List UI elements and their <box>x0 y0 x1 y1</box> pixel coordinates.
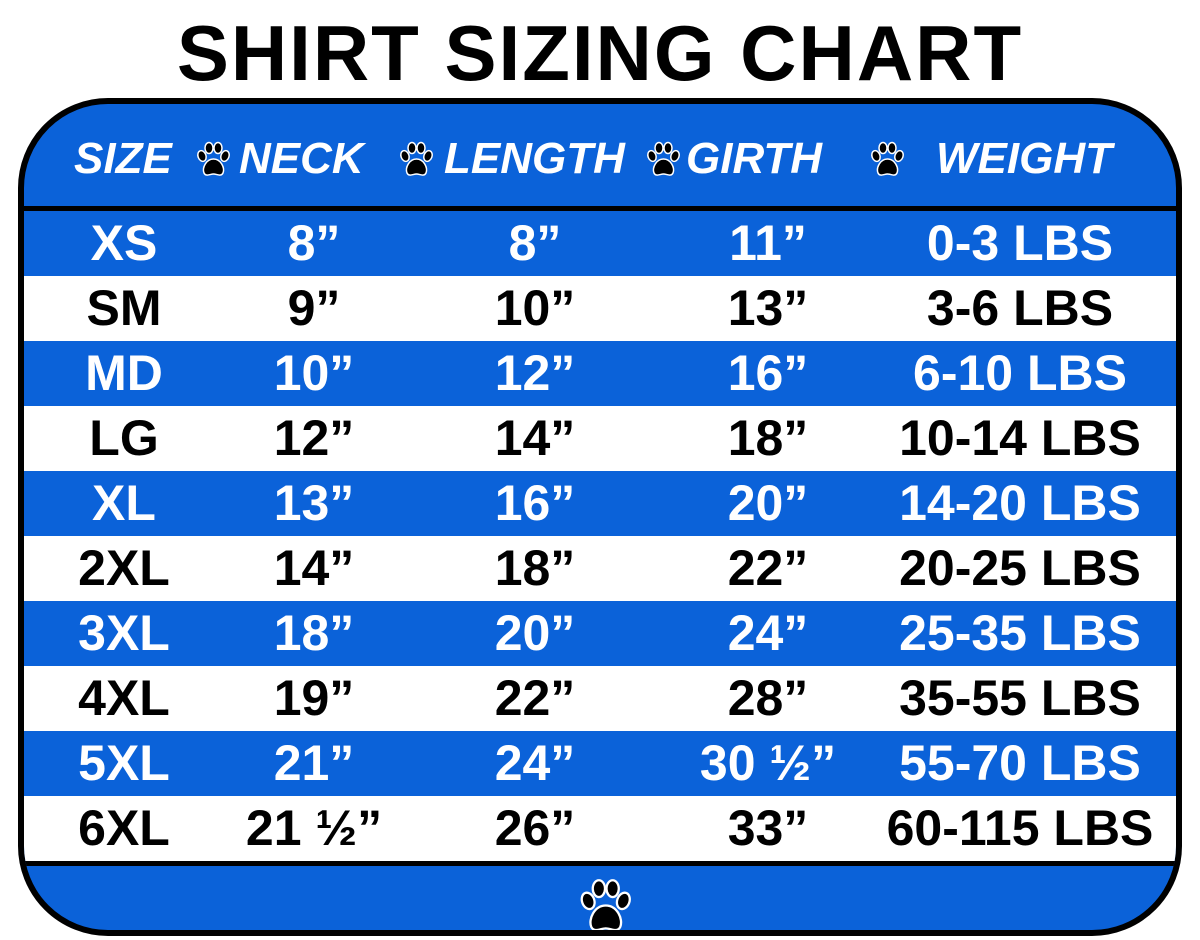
table-cell-length: 10” <box>494 280 576 336</box>
paw-print-icon <box>400 141 433 176</box>
table-cell-size: 5XL <box>78 735 170 791</box>
table-cell-length: 12” <box>494 345 576 401</box>
table-cell-weight: 25-35 LBS <box>899 605 1141 661</box>
table-row: 2XL 14” 18” 22” 20-25 LBS <box>24 536 1176 601</box>
table-cell-weight: 6-10 LBS <box>913 345 1127 401</box>
table-cell-neck: 19” <box>273 670 355 726</box>
column-header: GIRTH <box>686 134 823 183</box>
table-cell-weight: 60-115 LBS <box>886 800 1154 856</box>
chart-title: SHIRT SIZING CHART <box>176 9 1024 97</box>
table-cell-weight: 55-70 LBS <box>899 735 1141 791</box>
table-cell-length: 22” <box>494 670 576 726</box>
table-row: XL 13” 16” 20” 14-20 LBS <box>24 471 1176 536</box>
column-header: SIZE <box>74 134 172 183</box>
table-cell-size: 3XL <box>78 605 170 661</box>
table-cell-length: 26” <box>494 800 576 856</box>
table-cell-length: 16” <box>494 475 576 531</box>
table-row: 4XL 19” 22” 28” 35-55 LBS <box>24 666 1176 731</box>
table-cell-girth: 22” <box>727 540 809 596</box>
table-cell-girth: 13” <box>727 280 809 336</box>
table-row: 5XL 21” 24” 30 ½” 55-70 LBS <box>24 731 1176 796</box>
column-header: NECK <box>239 134 364 183</box>
sizing-table: SIZE NECK LENGTH GIRTH WEIGHT XS 8” 8” 11” 0-3 L… <box>18 98 1182 936</box>
table-cell-neck: 12” <box>273 410 355 466</box>
table-cell-weight: 0-3 LBS <box>926 215 1114 271</box>
table-row: SM 9” 10” 13” 3-6 LBS <box>24 276 1176 341</box>
table-cell-length: 8” <box>508 215 562 271</box>
paw-print-icon <box>197 141 230 176</box>
table-cell-size: 2XL <box>78 540 170 596</box>
table-cell-girth: 33” <box>727 800 809 856</box>
table-cell-weight: 20-25 LBS <box>899 540 1141 596</box>
table-cell-length: 24” <box>494 735 576 791</box>
table-cell-neck: 14” <box>273 540 355 596</box>
table-cell-size: MD <box>85 345 163 401</box>
paw-print-icon <box>871 141 904 176</box>
table-cell-length: 14” <box>494 410 576 466</box>
table-cell-weight: 35-55 LBS <box>899 670 1141 726</box>
table-row: MD 10” 12” 16” 6-10 LBS <box>24 341 1176 406</box>
table-row: 6XL 21 ½” 26” 33” 60-115 LBS <box>24 796 1176 861</box>
table-cell-girth: 20” <box>727 475 809 531</box>
table-cell-girth: 11” <box>729 215 807 271</box>
table-cell-size: 6XL <box>78 800 170 856</box>
table-cell-girth: 24” <box>727 605 809 661</box>
table-cell-neck: 9” <box>287 280 341 336</box>
table-cell-neck: 13” <box>273 475 355 531</box>
table-row: LG 12” 14” 18” 10-14 LBS <box>24 406 1176 471</box>
table-cell-size: SM <box>86 280 162 336</box>
table-cell-weight: 14-20 LBS <box>899 475 1141 531</box>
table-cell-weight: 10-14 LBS <box>899 410 1141 466</box>
table-cell-girth: 30 ½” <box>699 735 837 791</box>
table-header: SIZE NECK LENGTH GIRTH WEIGHT <box>24 104 1176 211</box>
table-cell-length: 20” <box>494 605 576 661</box>
table-cell-size: XS <box>90 215 158 271</box>
table-cell-neck: 21” <box>273 735 355 791</box>
table-row: 3XL 18” 20” 24” 25-35 LBS <box>24 601 1176 666</box>
table-cell-neck: 21 ½” <box>245 800 383 856</box>
table-body: XS 8” 8” 11” 0-3 LBS SM 9” 10” 13” 3-6 LBS MD 10” 12… <box>24 211 1176 861</box>
table-cell-girth: 18” <box>727 410 809 466</box>
paw-print-icon <box>580 879 631 930</box>
table-cell-girth: 28” <box>727 670 809 726</box>
table-cell-size: XL <box>92 475 156 531</box>
table-cell-size: 4XL <box>78 670 170 726</box>
table-cell-neck: 18” <box>273 605 355 661</box>
column-header: LENGTH <box>444 134 625 183</box>
paw-print-icon <box>647 141 680 176</box>
table-cell-length: 18” <box>494 540 576 596</box>
divider <box>24 861 1176 866</box>
table-cell-size: LG <box>89 410 159 466</box>
table-cell-girth: 16” <box>727 345 809 401</box>
table-cell-neck: 10” <box>273 345 355 401</box>
column-header: WEIGHT <box>936 134 1112 183</box>
table-cell-neck: 8” <box>287 215 341 271</box>
table-cell-weight: 3-6 LBS <box>926 280 1114 336</box>
table-row: XS 8” 8” 11” 0-3 LBS <box>24 211 1176 276</box>
